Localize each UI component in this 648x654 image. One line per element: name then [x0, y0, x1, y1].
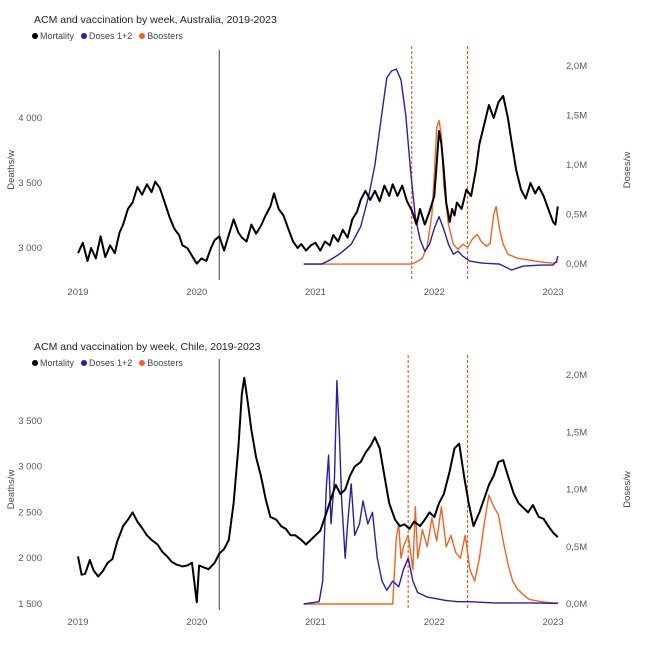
legend-label-doses: Doses 1+2	[89, 31, 133, 41]
y-tick-label: 2 000	[18, 553, 42, 564]
y-tick-label: 3 000	[18, 462, 42, 473]
y-tick-label: 4 000	[18, 113, 42, 124]
y2-tick-label: 1,5M	[566, 111, 587, 122]
legend-boosters[interactable]: Boosters	[139, 31, 183, 41]
chart-legend: Mortality Doses 1+2 Boosters	[32, 31, 183, 41]
y2-tick-label: 0,5M	[566, 210, 587, 221]
legend-label-boosters: Boosters	[147, 358, 183, 368]
x-tick-label: 2021	[305, 617, 326, 628]
legend-label-doses: Doses 1+2	[89, 358, 133, 368]
x-tick-label: 2019	[67, 287, 88, 298]
legend-mortality[interactable]: Mortality	[32, 31, 74, 41]
x-tick-label: 2020	[186, 287, 207, 298]
legend-doses[interactable]: Doses 1+2	[81, 358, 132, 368]
y2-tick-label: 2,0M	[566, 61, 587, 72]
x-tick-label: 2019	[67, 617, 88, 628]
legend-dot-doses	[81, 360, 88, 366]
x-tick-label: 2020	[186, 617, 207, 628]
y2-tick-label: 1,0M	[566, 160, 587, 171]
x-tick-label: 2023	[542, 617, 563, 628]
legend-dot-doses	[81, 33, 88, 39]
y2-tick-label: 1,5M	[566, 427, 587, 438]
legend-label-boosters: Boosters	[147, 31, 183, 41]
y-tick-label: 3 500	[18, 416, 42, 427]
legend-dot-mortality	[32, 360, 38, 366]
chart-title: ACM and vaccination by week, Australia, …	[34, 14, 277, 26]
y2-axis-label: Doses/w	[622, 152, 633, 189]
series-line-doses	[303, 68, 559, 271]
legend-mortality[interactable]: Mortality	[32, 358, 74, 368]
legend-label-mortality: Mortality	[40, 31, 75, 41]
y2-axis-label: Doses/w	[622, 471, 633, 508]
y-axis-label: Deaths/w	[6, 470, 17, 510]
x-tick-label: 2022	[424, 617, 445, 628]
series-line-mortality	[77, 94, 559, 265]
australia-chart-panel: ACM and vaccination by week, Australia, …	[6, 14, 633, 298]
y2-tick-label: 0,0M	[566, 599, 587, 610]
series-line-doses	[303, 380, 558, 605]
y-tick-label: 2 500	[18, 507, 42, 518]
x-tick-label: 2021	[305, 287, 326, 298]
x-tick-label: 2022	[424, 287, 445, 298]
chart-plot: 3 000 3 500 4 000 0,0M 0,5M 1,0M 1,5M 2,0M 2019 2…	[6, 46, 633, 298]
y2-tick-label: 2,0M	[566, 370, 587, 381]
y-axis-label: Deaths/w	[6, 150, 17, 190]
y-tick-label: 1 500	[18, 599, 42, 610]
legend-label-mortality: Mortality	[40, 358, 75, 368]
y2-tick-label: 0,5M	[566, 542, 587, 553]
y-tick-label: 3 500	[18, 178, 42, 189]
legend-boosters[interactable]: Boosters	[139, 358, 183, 368]
legend-dot-mortality	[32, 33, 38, 39]
y2-tick-label: 1,0M	[566, 485, 587, 496]
chart-legend: Mortality Doses 1+2 Boosters	[32, 358, 183, 368]
series-line-mortality	[77, 376, 559, 604]
series-line-boosters	[303, 119, 558, 265]
y2-tick-label: 0,0M	[566, 259, 587, 270]
chart-plot: 1 500 2 000 2 500 3 000 3 500 0,0M 0,5M 1,0M 1,5…	[6, 355, 633, 628]
series-line-boosters	[303, 494, 558, 605]
y-tick-label: 3 000	[18, 243, 42, 254]
legend-dot-boosters	[139, 33, 146, 39]
chart-title: ACM and vaccination by week, Chile, 2019…	[34, 341, 261, 353]
legend-doses[interactable]: Doses 1+2	[81, 31, 132, 41]
legend-dot-boosters	[139, 360, 146, 366]
x-tick-label: 2023	[542, 287, 563, 298]
chile-chart-panel: ACM and vaccination by week, Chile, 2019…	[0, 327, 648, 654]
